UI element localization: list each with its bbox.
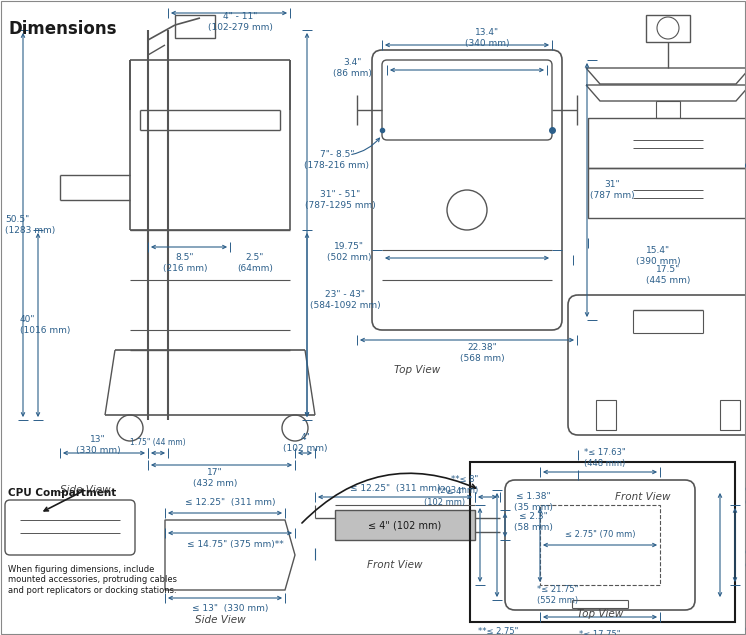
Text: 31" - 51"
(787-1295 mm): 31" - 51" (787-1295 mm) <box>304 190 375 210</box>
Text: ≤ 1.38"
(35 mm): ≤ 1.38" (35 mm) <box>513 492 553 512</box>
Text: ≤ 12.25"  (311 mm): ≤ 12.25" (311 mm) <box>185 497 275 507</box>
Text: Front View: Front View <box>367 560 423 570</box>
Text: 22.38"
(568 mm): 22.38" (568 mm) <box>460 344 504 363</box>
Text: **≤ 7.75"
(197 mm): **≤ 7.75" (197 mm) <box>745 551 746 570</box>
Text: 13.4"
(340 mm): 13.4" (340 mm) <box>465 29 510 48</box>
Bar <box>720 400 740 430</box>
Text: ≤ 2.75" (70 mm): ≤ 2.75" (70 mm) <box>565 530 636 540</box>
Text: 17"
(432 mm): 17" (432 mm) <box>192 468 237 488</box>
Text: 40"
(1016 mm): 40" (1016 mm) <box>20 316 70 335</box>
Text: ≤ 4" (102 mm): ≤ 4" (102 mm) <box>369 520 442 530</box>
Text: 19.75"
(502 mm): 19.75" (502 mm) <box>327 243 372 262</box>
Text: 17.5"
(445 mm): 17.5" (445 mm) <box>646 265 690 284</box>
Text: *≤ 21.75"
(552 mm): *≤ 21.75" (552 mm) <box>537 585 579 605</box>
Text: 8.5"
(216 mm): 8.5" (216 mm) <box>163 253 207 272</box>
Text: When figuring dimensions, include
mounted accessories, protruding cables
and por: When figuring dimensions, include mounte… <box>8 565 177 595</box>
Text: **≤ 2.75"
(70 mm): **≤ 2.75" (70 mm) <box>478 627 518 635</box>
Text: ≤ 14.75" (375 mm)**: ≤ 14.75" (375 mm)** <box>186 540 283 549</box>
Text: *≤ 17.75"
(451 mm): *≤ 17.75" (451 mm) <box>579 630 621 635</box>
Bar <box>470 462 735 622</box>
Text: Dimensions: Dimensions <box>8 20 116 38</box>
Text: ≤ 13"  (330 mm): ≤ 13" (330 mm) <box>192 603 269 613</box>
Text: 3.4"
(86 mm): 3.4" (86 mm) <box>333 58 372 77</box>
Text: **≤ 8"
(203 mm): **≤ 8" (203 mm) <box>436 476 478 495</box>
Text: 13"
(330 mm): 13" (330 mm) <box>75 436 120 455</box>
Text: 7"- 8.5"
(178-216 mm): 7"- 8.5" (178-216 mm) <box>304 150 369 170</box>
Text: CPU Compartment: CPU Compartment <box>8 488 116 498</box>
Bar <box>540 505 660 585</box>
Text: *≤ 17.63"
(448 mm): *≤ 17.63" (448 mm) <box>584 448 626 468</box>
Bar <box>596 400 616 430</box>
Text: ≤ 12.25"  (311 mm): ≤ 12.25" (311 mm) <box>350 483 440 493</box>
Text: 50.5"
(1283 mm): 50.5" (1283 mm) <box>5 215 55 235</box>
Text: ≤ 2.3"
(58 mm): ≤ 2.3" (58 mm) <box>513 512 553 531</box>
Text: **≤ 4"
(102 mm): **≤ 4" (102 mm) <box>424 487 465 507</box>
Text: 1.75" (44 mm): 1.75" (44 mm) <box>131 439 186 448</box>
Text: **≤ 4.25"
(108 mm): **≤ 4.25" (108 mm) <box>745 627 746 635</box>
Text: Top View: Top View <box>577 609 623 619</box>
Polygon shape <box>335 510 475 540</box>
Text: Front View: Front View <box>615 492 671 502</box>
Text: **≤ 2.75"
(70 mm): **≤ 2.75" (70 mm) <box>745 487 746 507</box>
Text: 15.4"
(390 mm): 15.4" (390 mm) <box>636 246 680 265</box>
Text: 23" - 43"
(584-1092 mm): 23" - 43" (584-1092 mm) <box>310 290 380 310</box>
Text: 2.5"
(64mm): 2.5" (64mm) <box>237 253 273 272</box>
Text: 4" - 11"
(102-279 mm): 4" - 11" (102-279 mm) <box>207 12 272 32</box>
Text: 4"
(102 mm): 4" (102 mm) <box>283 433 327 453</box>
Text: 31"
(787 mm): 31" (787 mm) <box>589 180 634 199</box>
Text: Top View: Top View <box>394 365 440 375</box>
Text: Side View: Side View <box>60 485 110 495</box>
Text: Side View: Side View <box>195 615 245 625</box>
